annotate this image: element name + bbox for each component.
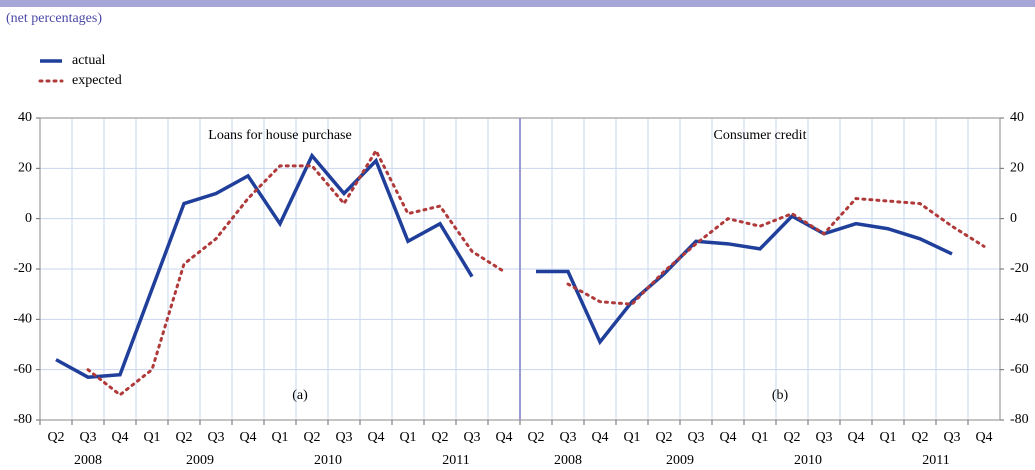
y-tick-label-right: 20 (1010, 161, 1024, 176)
legend-label: actual (72, 53, 106, 68)
x-tick-label: Q3 (815, 430, 832, 445)
y-tick-label: 20 (18, 161, 32, 176)
y-tick-label: -40 (13, 312, 32, 327)
panel-title: Consumer credit (714, 128, 807, 143)
x-tick-label: Q2 (655, 430, 672, 445)
x-tick-label: Q3 (79, 430, 96, 445)
x-tick-label: Q3 (335, 430, 352, 445)
y-tick-label: -20 (13, 261, 32, 276)
y-tick-label-right: -80 (1010, 412, 1029, 427)
x-tick-label: Q3 (207, 430, 224, 445)
panel-annotation: (a) (292, 388, 308, 403)
y-tick-label: 40 (18, 110, 32, 125)
x-group-label: 2009 (186, 453, 214, 468)
y-tick-label-right: 40 (1010, 110, 1024, 125)
series-line (536, 213, 953, 346)
x-tick-label: Q1 (143, 430, 160, 445)
x-tick-label: Q2 (431, 430, 448, 445)
series-line (566, 196, 986, 306)
x-tick-label: Q1 (623, 430, 640, 445)
x-group-label: 2008 (74, 453, 102, 468)
y-tick-label-right: -40 (1010, 312, 1029, 327)
x-tick-label: Q1 (399, 430, 416, 445)
x-tick-label: Q4 (591, 430, 608, 445)
x-tick-label: Q3 (463, 430, 480, 445)
y-tick-label-right: -60 (1010, 362, 1029, 377)
x-group-label: 2008 (554, 453, 582, 468)
y-tick-label: -80 (13, 412, 32, 427)
top-bar (0, 0, 1035, 7)
x-tick-label: Q1 (271, 430, 288, 445)
x-tick-label: Q1 (879, 430, 896, 445)
x-group-label: 2010 (794, 453, 822, 468)
x-group-label: 2011 (922, 453, 949, 468)
x-tick-label: Q2 (527, 430, 544, 445)
x-tick-label: Q4 (719, 430, 736, 445)
x-tick-label: Q3 (943, 430, 960, 445)
x-tick-label: Q3 (559, 430, 576, 445)
series-line (55, 152, 474, 380)
x-tick-label: Q2 (175, 430, 192, 445)
y-tick-label: 0 (25, 211, 32, 226)
panel-title: Loans for house purchase (208, 128, 351, 143)
x-tick-label: Q3 (687, 430, 704, 445)
y-tick-label: -60 (13, 362, 32, 377)
x-tick-label: Q4 (111, 430, 128, 445)
panel-annotation: (b) (772, 388, 789, 403)
x-tick-label: Q2 (783, 430, 800, 445)
x-tick-label: Q4 (975, 430, 992, 445)
x-tick-label: Q4 (495, 430, 512, 445)
series-line (86, 147, 506, 397)
x-tick-label: Q1 (751, 430, 768, 445)
x-tick-label: Q4 (367, 430, 384, 445)
x-group-label: 2011 (442, 453, 469, 468)
x-tick-label: Q4 (847, 430, 864, 445)
subtitle: (net percentages) (6, 11, 102, 26)
x-tick-label: Q2 (303, 430, 320, 445)
y-tick-label-right: -20 (1010, 261, 1029, 276)
y-tick-label-right: 0 (1010, 211, 1017, 226)
x-group-label: 2010 (314, 453, 342, 468)
legend-label: expected (72, 73, 122, 88)
x-tick-label: Q2 (47, 430, 64, 445)
x-group-label: 2009 (666, 453, 694, 468)
x-tick-label: Q4 (239, 430, 256, 445)
x-tick-label: Q2 (911, 430, 928, 445)
